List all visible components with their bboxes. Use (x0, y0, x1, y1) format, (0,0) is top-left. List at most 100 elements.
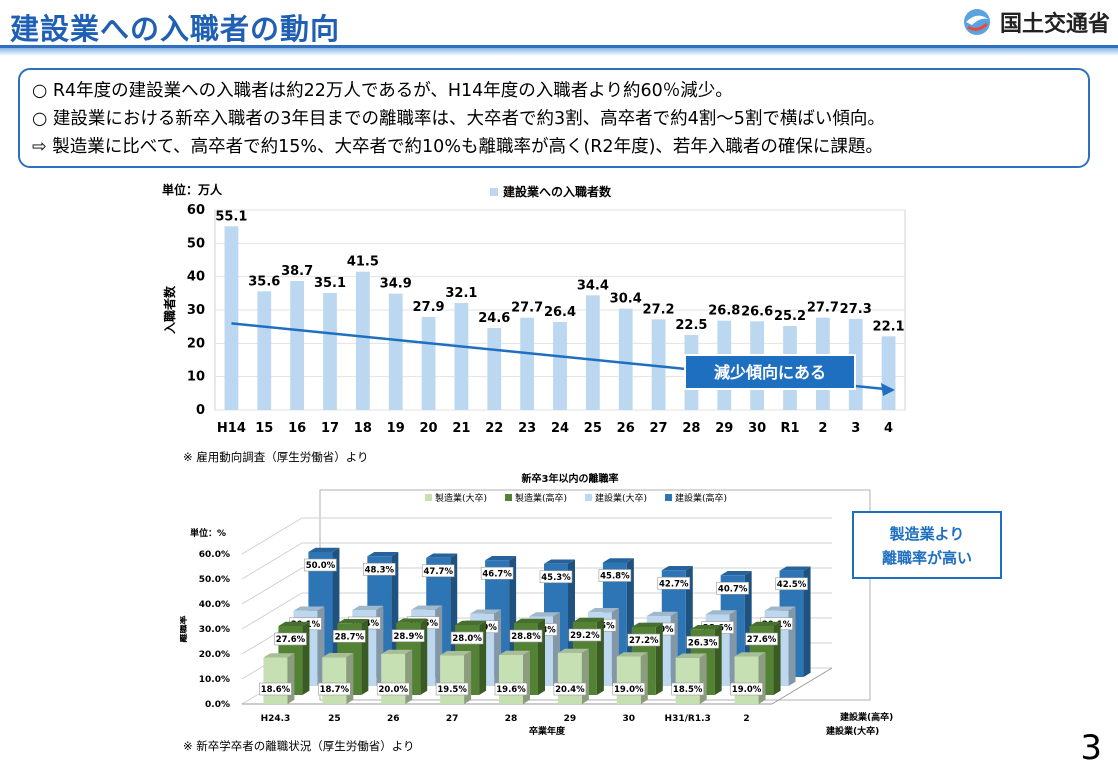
data-label: 27.6% (276, 635, 306, 645)
bar-top (587, 608, 619, 613)
data-label: 50.0% (306, 561, 336, 571)
bar-top (557, 648, 589, 653)
bar-side (803, 566, 811, 677)
data-label: 42.5% (777, 580, 807, 590)
data-label: 20.0% (378, 685, 408, 695)
data-label: 19.5% (437, 685, 467, 695)
gridline (241, 542, 832, 580)
data-label: 26.4 (544, 305, 576, 320)
legend-label: 建設業(大卒) (595, 492, 647, 504)
legend-label: 製造業(大卒) (435, 492, 487, 504)
data-label: 32.1 (445, 286, 477, 301)
data-label: 30.4 (610, 292, 642, 307)
bar (520, 317, 535, 410)
data-label: 25.2 (774, 309, 806, 324)
x-tick-label: 30 (623, 714, 636, 724)
summary-box: ○ R4年度の建設業への入職者は約22万人であるが、H14年度の入職者より約60… (18, 68, 1090, 168)
x-tick-label: 16 (288, 421, 306, 436)
data-label: 26.6 (741, 304, 773, 319)
x-tick-label: 23 (518, 421, 536, 436)
data-label-box (553, 682, 587, 696)
y-tick-label: 10 (187, 370, 205, 385)
bar-side (464, 651, 472, 704)
bar-top (352, 605, 384, 610)
bar (381, 654, 406, 704)
y-tick-label: 40.0% (199, 600, 230, 610)
data-label: 27.2% (629, 636, 659, 646)
bar (290, 281, 305, 410)
mlit-logo: 国土交通省 (960, 6, 1110, 38)
bar-side (758, 652, 766, 704)
chart-title: 新卒3年以内の離職率 (522, 472, 619, 485)
data-label-box (391, 629, 425, 643)
data-label-box (435, 682, 469, 696)
y-tick-label: 30 (187, 303, 205, 318)
bar (454, 303, 469, 410)
bar (651, 319, 666, 410)
bar (322, 657, 347, 704)
bar (355, 271, 370, 410)
legend-label: 建設業(高卒) (675, 492, 727, 504)
gridline (241, 592, 832, 630)
legend-label: 製造業(高卒) (515, 492, 567, 504)
data-label-box (421, 564, 455, 578)
data-label: 22.5 (675, 318, 707, 333)
data-label: 46.7% (482, 569, 512, 579)
annotation-text: 減少傾向にある (714, 363, 826, 382)
data-label: 35.6 (248, 274, 280, 289)
bar-top (631, 622, 663, 627)
bar (263, 657, 288, 704)
x-tick-label: 18 (354, 421, 372, 436)
bar-top (779, 566, 811, 571)
callout-text: 製造業より (889, 525, 965, 543)
bar-top (455, 620, 487, 625)
bar (675, 657, 700, 704)
x-tick-label: 17 (321, 421, 339, 436)
data-label: 34.4 (577, 278, 609, 293)
bar-side (405, 649, 413, 704)
x-tick-label: 24 (551, 421, 569, 436)
chart2-source-note: ※ 新卒学卒者の離職状況（厚生労働省）より (183, 739, 415, 753)
bar-top (367, 552, 399, 557)
legend-swatch (665, 494, 672, 501)
data-label-box (657, 576, 691, 590)
bar (585, 295, 600, 410)
data-label: 26.3% (688, 638, 718, 648)
bar-top (440, 651, 472, 656)
bar (224, 226, 239, 410)
y-axis-label: 入職者数 (162, 285, 177, 334)
bar-top (749, 621, 781, 626)
bar-top (263, 653, 295, 658)
bar (388, 293, 403, 410)
data-label: 28.8% (511, 632, 541, 642)
data-label: 27.2 (643, 302, 675, 317)
bar-top (544, 559, 575, 564)
bar-top (529, 612, 560, 617)
data-label: 55.1 (215, 209, 247, 224)
unit-label: 単位：万人 (162, 182, 223, 197)
bar (257, 291, 272, 410)
bar-top (470, 609, 502, 614)
data-label-box (568, 628, 602, 642)
x-tick-label: 26 (617, 421, 635, 436)
annotation-box (684, 354, 856, 390)
x-tick-label: 20 (420, 421, 438, 436)
depth-label: 建設業(大卒) (826, 725, 879, 737)
y-tick-label: 40 (187, 270, 205, 285)
data-label: 26.8 (708, 304, 740, 319)
y-tick-label: 30.0% (199, 625, 230, 635)
bar-top (661, 566, 693, 571)
y-axis-label: 離職率 (180, 615, 189, 642)
depth-label: 建設業(高卒) (840, 711, 893, 723)
data-label: 19.0% (732, 685, 762, 695)
data-label: 18.6% (261, 685, 291, 695)
legend-swatch (505, 494, 512, 501)
bar (323, 293, 337, 410)
data-label-box (318, 682, 351, 696)
data-label: 19.6% (496, 685, 526, 695)
bar-top (381, 649, 413, 654)
trend-arrow-head (881, 383, 895, 396)
data-label: 27.7 (807, 301, 839, 316)
callout-text: 離職率が高い (882, 549, 972, 567)
